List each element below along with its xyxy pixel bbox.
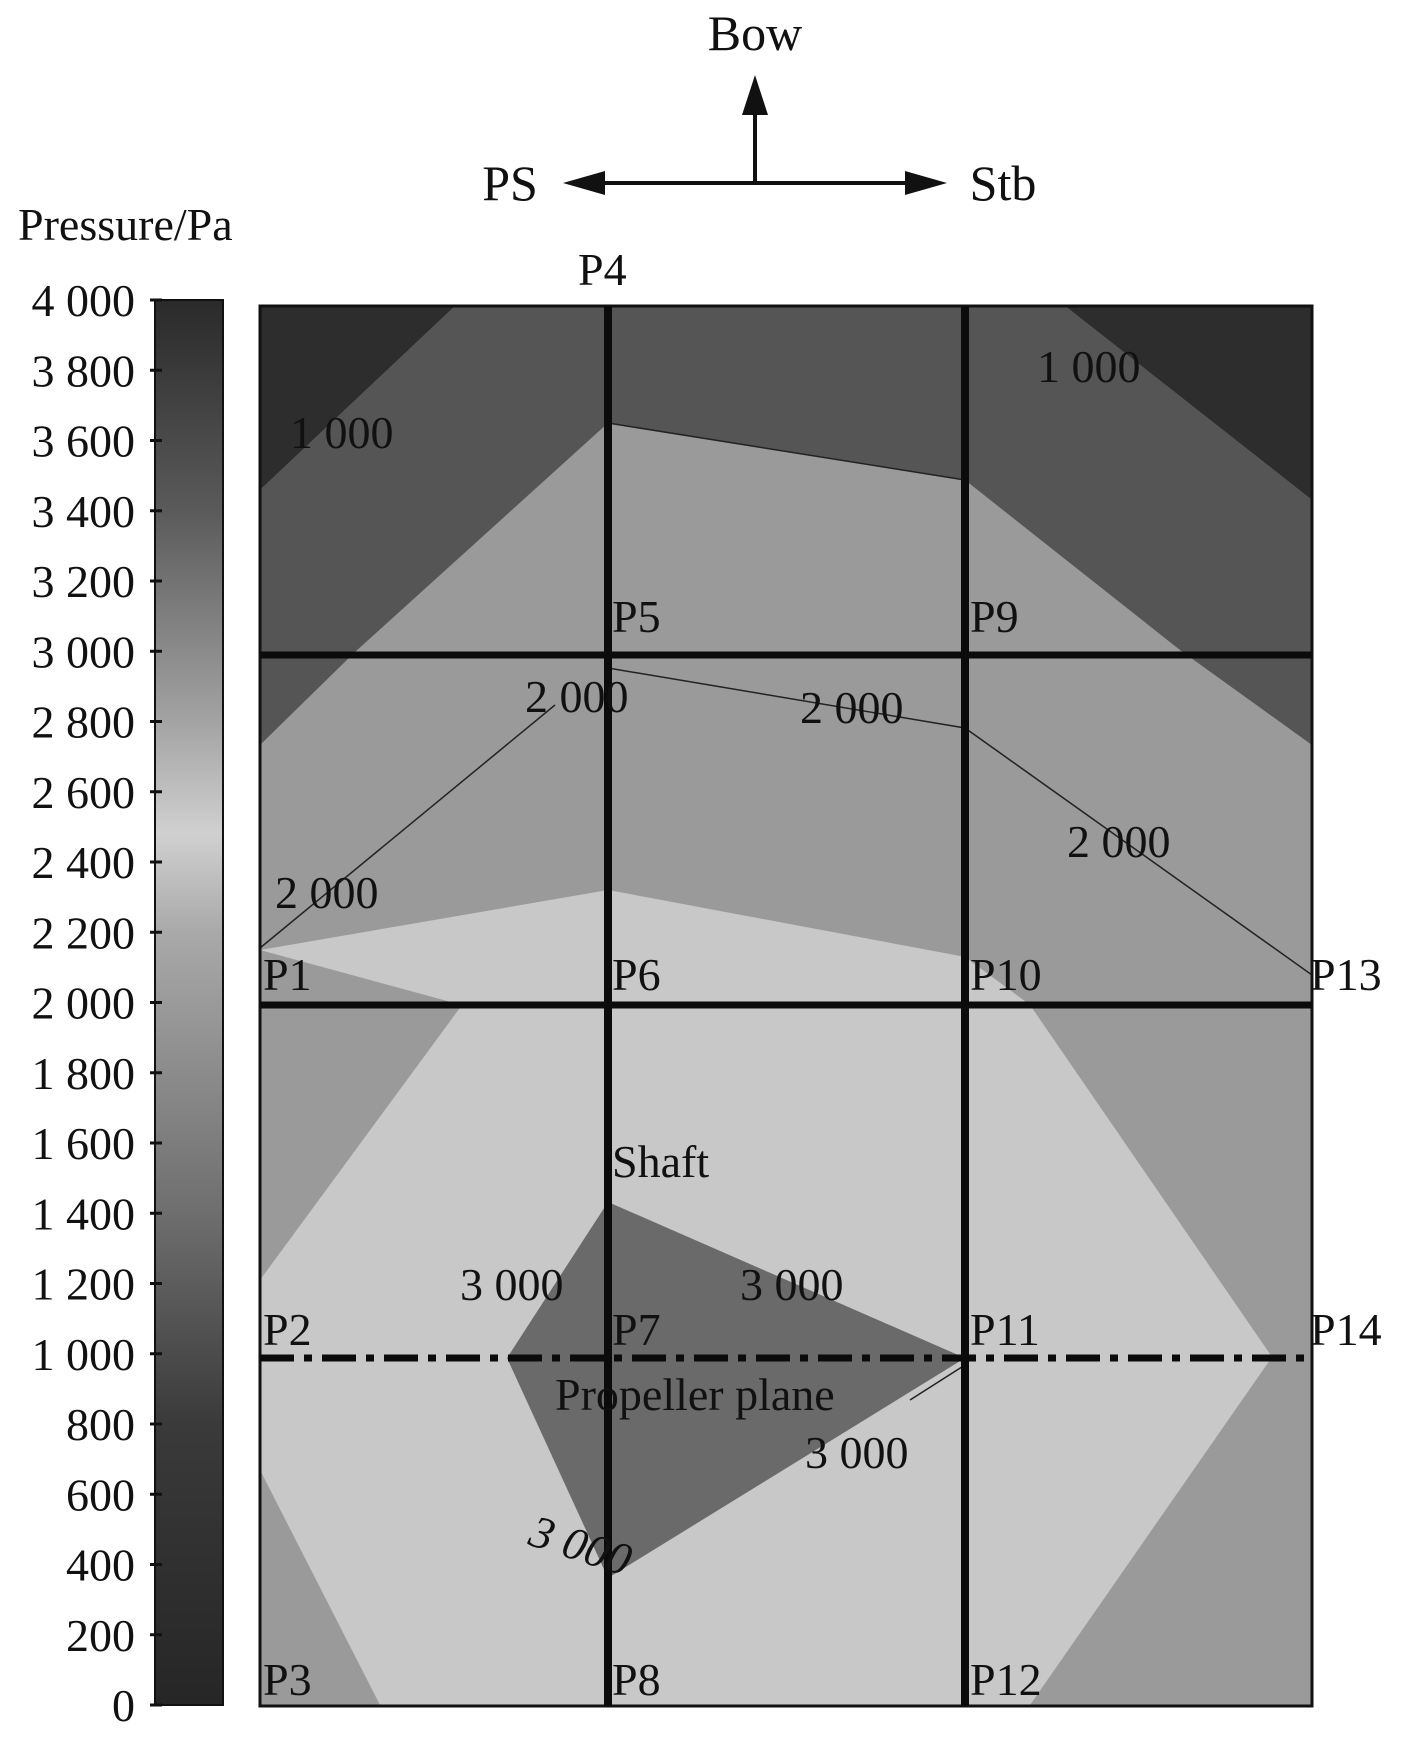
- contour-label-2000-d: 2 000: [275, 867, 379, 918]
- contour-label-1000-left: 1 000: [290, 407, 394, 458]
- point-labels: P4 P5 P9 P1 P6 P10 P13 P2 P7 P11 P14 P3 …: [263, 244, 1382, 1705]
- point-p1: P1: [263, 949, 312, 1000]
- propeller-plane-label: Propeller plane: [555, 1369, 835, 1420]
- contour-label-2000-b: 2 000: [800, 682, 904, 733]
- legend-tick-label: 2 800: [32, 697, 136, 748]
- contour-label-3000-a: 3 000: [460, 1259, 564, 1310]
- bow-label: Bow: [708, 5, 802, 61]
- legend-tick-label: 3 600: [32, 416, 136, 467]
- starboard-arrow-icon: [905, 171, 947, 195]
- point-p12: P12: [970, 1654, 1042, 1705]
- legend-tick-label: 4 000: [32, 275, 136, 326]
- point-p11: P11: [970, 1304, 1040, 1355]
- contour-core-high: [507, 1202, 965, 1578]
- contour-labels: 1 000 1 000 2 000 2 000 2 000 2 000 3 00…: [275, 341, 1171, 1586]
- legend-tick-label: 1 000: [32, 1329, 136, 1380]
- legend-tick-label: 3 000: [32, 626, 136, 677]
- color-bar: [154, 299, 224, 1706]
- legend-tick-label: 400: [66, 1540, 135, 1591]
- legend-tick-label: 2 400: [32, 837, 136, 888]
- legend-ticks: 4 000 3 800 3 600 3 400 3 200 3 000 2 800 2 600…: [32, 275, 162, 1731]
- legend-tick-label: 2 200: [32, 907, 136, 958]
- point-p5: P5: [612, 591, 661, 642]
- legend-tick-label: 3 800: [32, 345, 136, 396]
- bow-arrow-icon: [742, 75, 768, 115]
- legend-tick-label: 2 600: [32, 767, 136, 818]
- port-label: PS: [482, 155, 538, 211]
- contour-label-3000-b: 3 000: [740, 1259, 844, 1310]
- point-p10: P10: [970, 949, 1042, 1000]
- legend-tick-label: 200: [66, 1610, 135, 1661]
- point-p8: P8: [612, 1654, 661, 1705]
- compass: Bow PS Stb: [482, 5, 1036, 211]
- legend-tick-label: 1 800: [32, 1048, 136, 1099]
- point-p2: P2: [263, 1304, 312, 1355]
- legend-tick-label: 2 000: [32, 978, 136, 1029]
- point-p6: P6: [612, 949, 661, 1000]
- contour-band-dark-top: [260, 306, 1312, 745]
- legend-tick-label: 600: [66, 1469, 135, 1520]
- isoline-3000-bottom: [909, 1364, 966, 1401]
- legend-tick-label: 1 200: [32, 1259, 136, 1310]
- shaft-label: Shaft: [612, 1136, 709, 1187]
- contour-label-1000-right: 1 000: [1037, 341, 1141, 392]
- legend-tick-label: 800: [66, 1399, 135, 1450]
- legend-tick-label: 3 400: [32, 486, 136, 537]
- grid-lines: [260, 306, 1312, 1706]
- point-p13: P13: [1310, 949, 1382, 1000]
- port-arrow-icon: [563, 171, 605, 195]
- point-p4: P4: [578, 244, 627, 295]
- starboard-label: Stb: [970, 155, 1037, 211]
- legend-tick-label: 1 600: [32, 1118, 136, 1169]
- isoline-2000-left: [260, 704, 556, 949]
- legend-tick-label: 3 200: [32, 556, 136, 607]
- contour-label-2000-a: 2 000: [525, 671, 629, 722]
- point-p9: P9: [970, 591, 1019, 642]
- contour-label-2000-c: 2 000: [1067, 816, 1171, 867]
- legend-title: Pressure/Pa: [18, 199, 233, 250]
- contour-label-3000-c: 3 000: [805, 1427, 909, 1478]
- legend-tick-label: 1 400: [32, 1188, 136, 1239]
- point-p14: P14: [1310, 1304, 1382, 1355]
- point-p3: P3: [263, 1654, 312, 1705]
- point-p7: P7: [612, 1304, 661, 1355]
- legend-tick-label: 0: [112, 1680, 135, 1731]
- color-legend: Pressure/Pa 4 000 3 800 3 600 3 400 3 200 3 0…: [18, 199, 233, 1731]
- isoline-1000-top: [607, 422, 966, 481]
